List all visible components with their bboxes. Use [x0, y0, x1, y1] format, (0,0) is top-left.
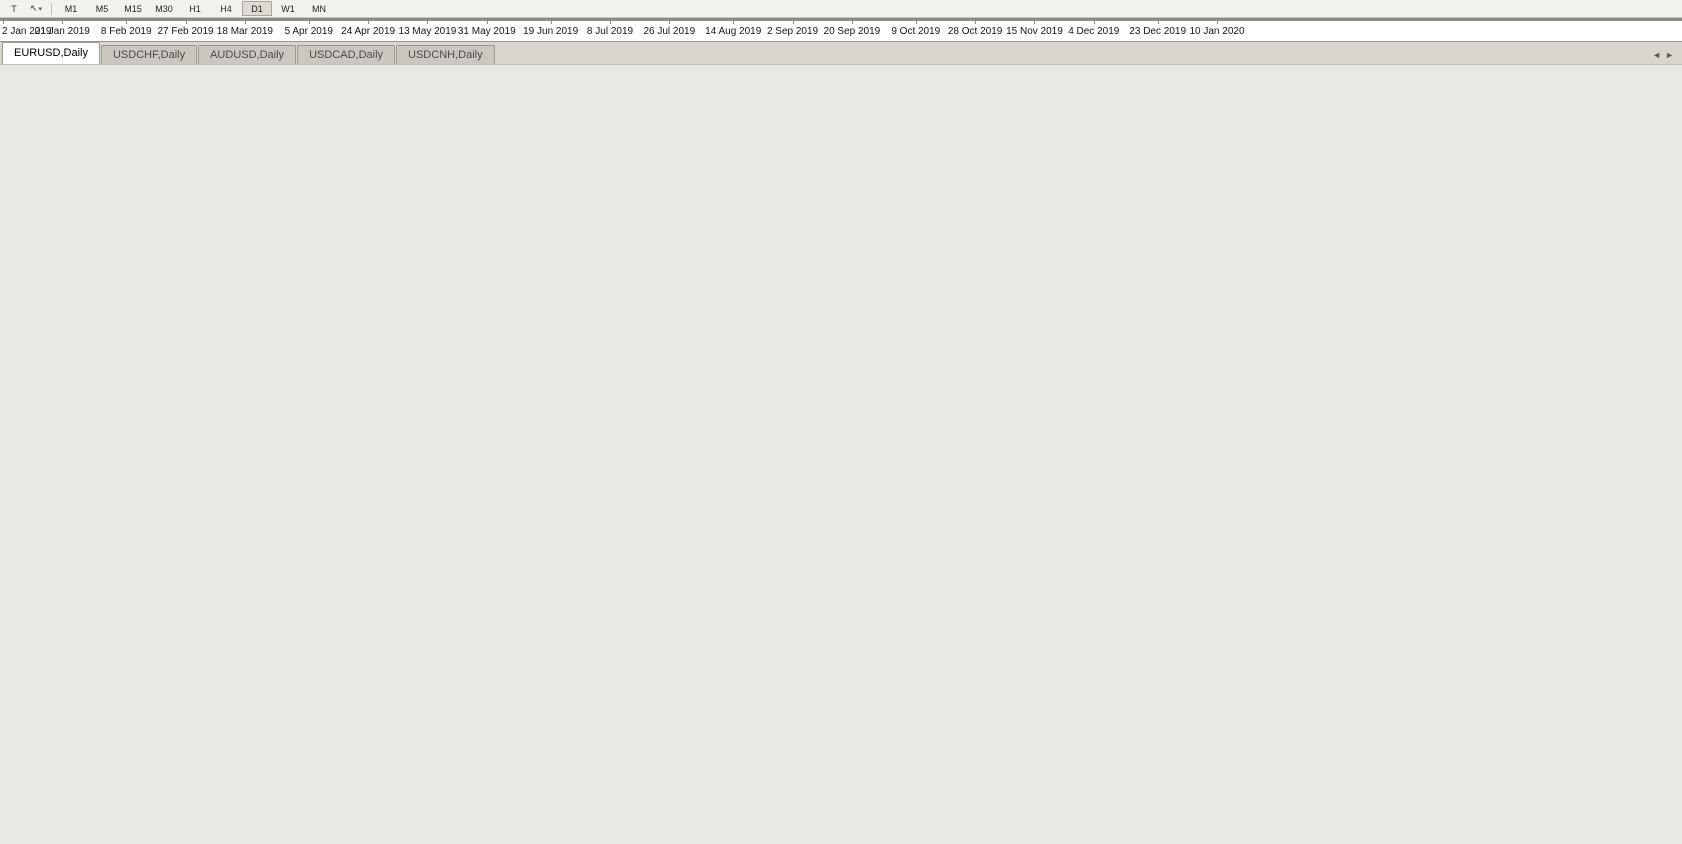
tab-audusd-daily[interactable]: AUDUSD,Daily — [198, 45, 297, 64]
date-axis-tick — [610, 21, 611, 24]
date-axis-label: 10 Jan 2020 — [1189, 26, 1245, 37]
date-axis-label: 8 Jul 2019 — [586, 26, 634, 37]
timeframe-w1-button[interactable]: W1 — [281, 3, 295, 14]
cursor-icon: ↖ — [29, 3, 38, 13]
text-tool-button[interactable]: T — [4, 1, 24, 17]
timeframe-group: M1 M5 M15 M30 H1 H4 D1 W1 MN — [56, 1, 335, 16]
date-axis-tick — [62, 21, 63, 24]
date-axis-tick — [669, 21, 670, 24]
date-axis-label: 4 Dec 2019 — [1068, 26, 1120, 37]
date-axis-tick — [309, 21, 310, 24]
date-axis-label: 9 Oct 2019 — [891, 26, 941, 37]
timeframe-m1-button[interactable]: M1 — [64, 3, 78, 14]
chevron-down-icon: ▾ — [38, 5, 43, 13]
date-axis-label: 2 Sep 2019 — [766, 26, 819, 37]
date-axis-label: 2 Jan 2019 — [2, 26, 52, 37]
date-axis-label: 26 Jul 2019 — [643, 26, 696, 37]
timeframe-m30-button[interactable]: M30 — [155, 3, 173, 14]
date-axis-tick — [975, 21, 976, 24]
date-axis-label: 31 May 2019 — [457, 26, 516, 37]
date-axis-tick — [1034, 21, 1035, 24]
date-axis-tick — [186, 21, 187, 24]
date-axis-label: 13 May 2019 — [398, 26, 457, 37]
tab-scroll-right-button[interactable]: ► — [1665, 50, 1674, 60]
date-axis-tick — [916, 21, 917, 24]
date-axis-label: 27 Feb 2019 — [157, 26, 214, 37]
date-axis-label: 23 Dec 2019 — [1129, 26, 1187, 37]
date-axis-label: 18 Mar 2019 — [216, 26, 273, 37]
date-axis-tick — [1094, 21, 1095, 24]
date-axis-label: 19 Jun 2019 — [523, 26, 579, 37]
panel-separator — [0, 18, 1682, 19]
date-axis-tick — [852, 21, 853, 24]
tab-strip: EURUSD,Daily USDCHF,Daily AUDUSD,Daily USDC… — [2, 42, 496, 64]
date-axis-tick — [733, 21, 734, 24]
date-axis-tick — [126, 21, 127, 24]
timeframe-h1-button[interactable]: H1 — [189, 3, 201, 14]
toolbar-separator — [51, 2, 52, 15]
tab-eurusd-daily[interactable]: EURUSD,Daily — [2, 42, 100, 64]
toolbar: T ↖ ▾ M1 M5 M15 M30 H1 H4 D1 W1 MN — [0, 0, 1682, 18]
date-axis-label: 24 Apr 2019 — [341, 26, 396, 37]
date-axis-tick — [245, 21, 246, 24]
tab-usdcnh-daily[interactable]: USDCNH,Daily — [396, 45, 495, 64]
timeframe-d1-button[interactable]: D1 — [242, 1, 272, 16]
date-axis-label: 20 Sep 2019 — [823, 26, 881, 37]
timeframe-m15-button[interactable]: M15 — [124, 3, 142, 14]
date-axis-tick — [368, 21, 369, 24]
date-axis-tick — [551, 21, 552, 24]
date-axis-tick — [427, 21, 428, 24]
cursor-tool-button[interactable]: ↖ ▾ — [26, 1, 46, 17]
date-axis-label: 8 Feb 2019 — [100, 26, 152, 37]
text-tool-icon: T — [11, 3, 17, 14]
date-axis-tick — [1158, 21, 1159, 24]
date-axis-label: 15 Nov 2019 — [1006, 26, 1063, 37]
date-axis-label: 14 Aug 2019 — [705, 26, 762, 37]
panel-separator — [0, 19, 1682, 20]
timeframe-m5-button[interactable]: M5 — [95, 3, 109, 14]
date-axis-tick — [487, 21, 488, 24]
tab-usdcad-daily[interactable]: USDCAD,Daily — [297, 45, 396, 64]
date-axis-tick — [1217, 21, 1218, 24]
tab-scroll-left-button[interactable]: ◄ — [1652, 50, 1662, 60]
chart-area: ▼ EURUSD,Daily 1.11515 1.11608 1.11472 1… — [0, 18, 1682, 20]
date-axis[interactable]: 2 Jan 2019 21 Jan 2019 8 Feb 2019 27 Feb 20… — [0, 20, 1682, 41]
timeframe-mn-button[interactable]: MN — [312, 3, 326, 14]
chart-tab-bar: EURUSD,Daily USDCHF,Daily AUDUSD,Daily USDC… — [0, 41, 1682, 64]
date-axis-label: 5 Apr 2019 — [284, 26, 333, 37]
tab-scroll-controls: ◄ ► — [1652, 50, 1682, 64]
date-axis-tick — [793, 21, 794, 24]
date-axis-label: 21 Jan 2019 — [34, 26, 90, 37]
tab-usdchf-daily[interactable]: USDCHF,Daily — [100, 45, 198, 64]
date-axis-label: 28 Oct 2019 — [947, 26, 1003, 37]
window-bottom-filler — [0, 64, 1682, 844]
timeframe-h4-button[interactable]: H4 — [220, 3, 232, 14]
date-axis-tick — [3, 21, 4, 24]
